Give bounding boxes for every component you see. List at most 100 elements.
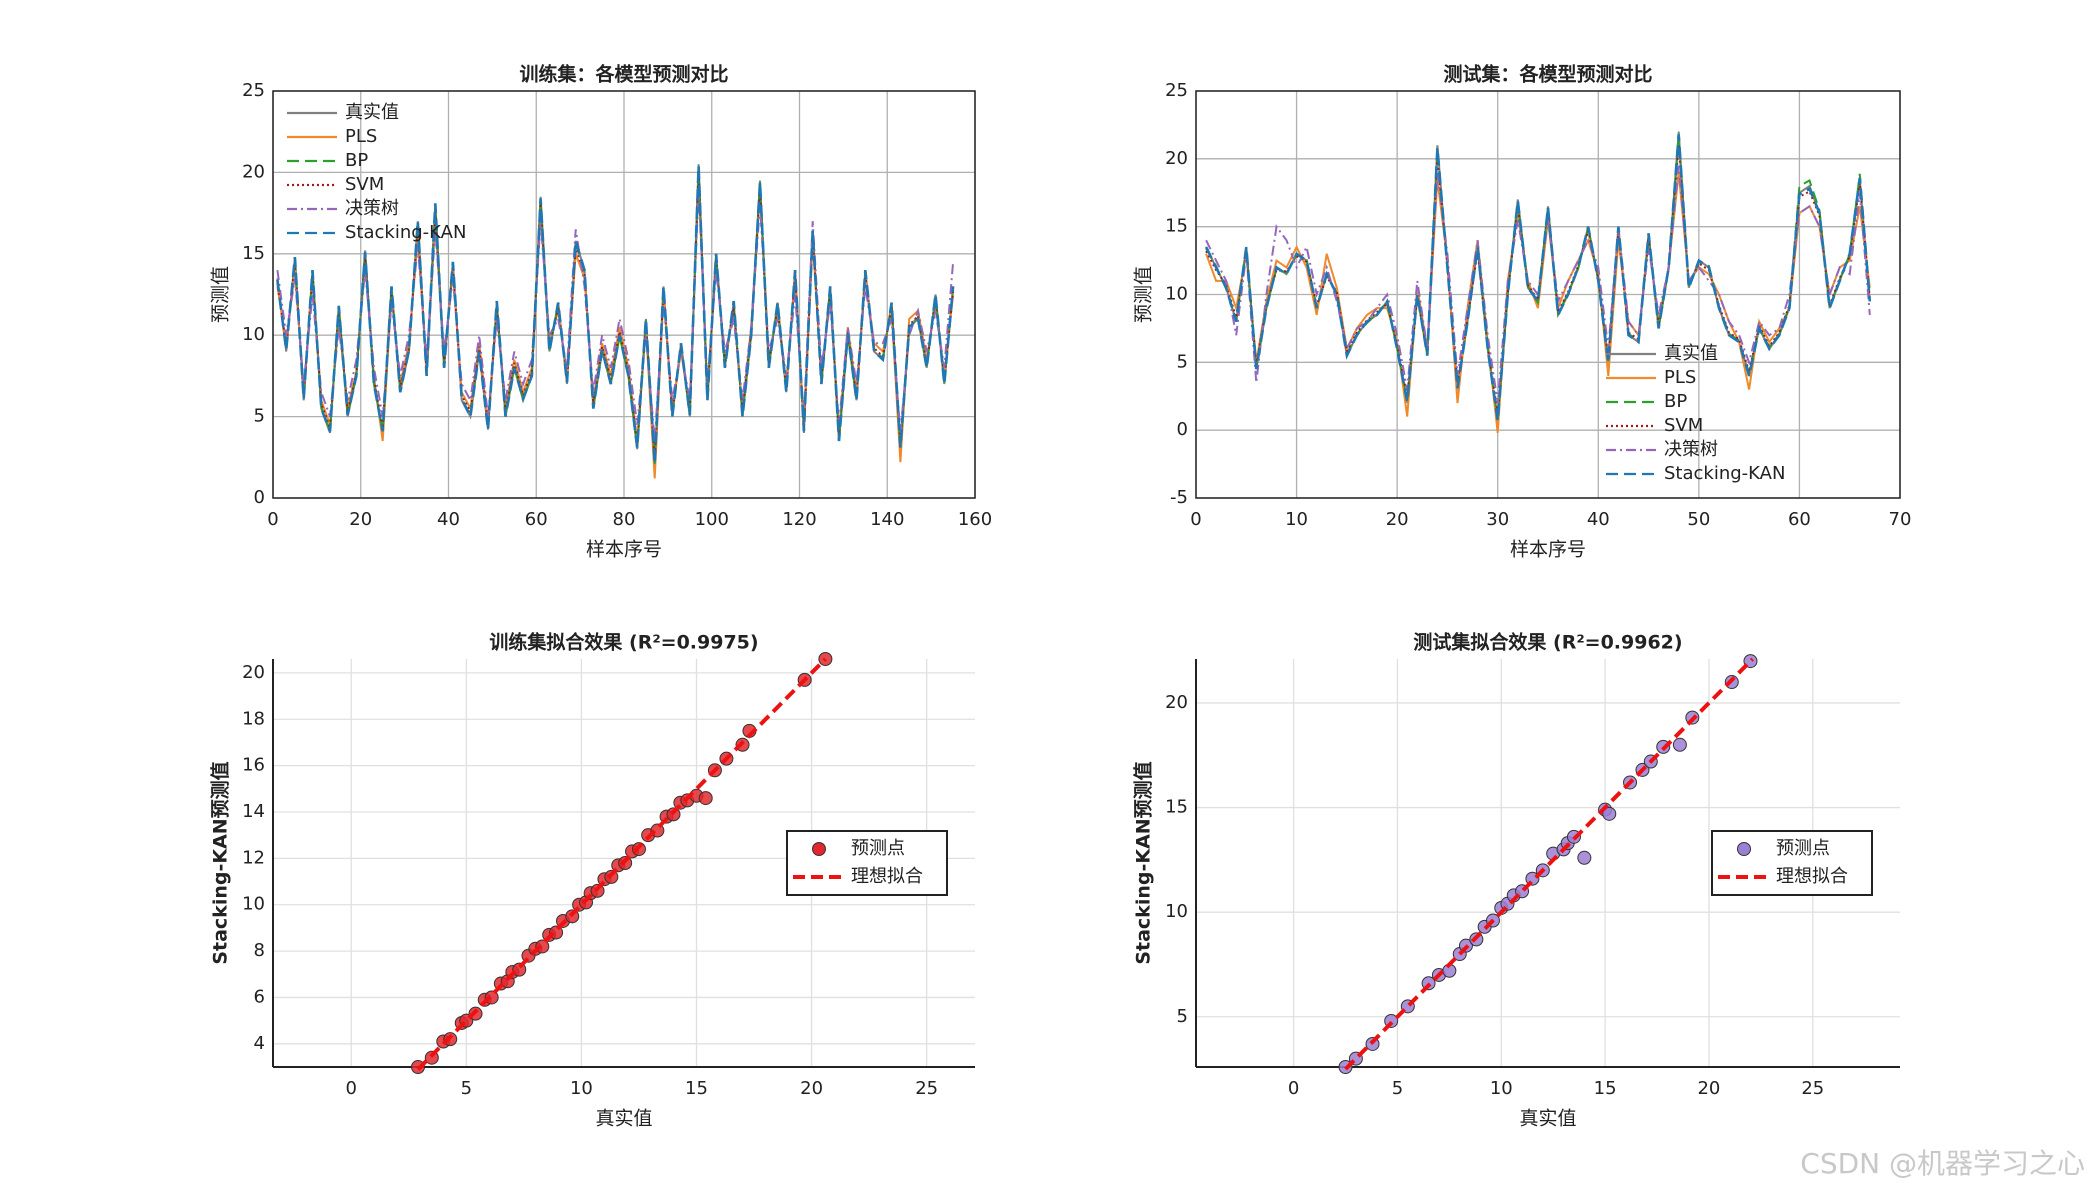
legend-marker	[812, 842, 826, 856]
y-tick-label: 10	[242, 894, 265, 915]
y-tick-label: 25	[242, 80, 265, 101]
y-tick-label: 5	[254, 406, 265, 427]
legend-label: 预测点	[851, 838, 905, 859]
y-tick-label: 15	[1165, 797, 1188, 818]
y-tick-label: 10	[1165, 901, 1188, 922]
x-tick-label: 160	[958, 509, 992, 530]
x-tick-label: 40	[1587, 509, 1610, 530]
y-tick-label: 20	[1165, 148, 1188, 169]
y-tick-label: 20	[242, 662, 265, 683]
y-axis-label: Stacking-KAN预测值	[209, 761, 232, 964]
x-tick-label: 0	[267, 509, 278, 530]
y-tick-label: 25	[1165, 80, 1188, 101]
y-tick-label: 0	[1177, 419, 1188, 440]
x-tick-label: 15	[1594, 1078, 1617, 1099]
axes-frame	[272, 90, 976, 499]
scatter-point	[1672, 737, 1687, 752]
legend-label: Stacking-KAN	[345, 222, 466, 243]
legend-label: 理想拟合	[1776, 866, 1848, 887]
x-tick-label: 100	[695, 509, 729, 530]
x-tick-label: 25	[915, 1078, 938, 1099]
y-tick-label: 12	[242, 847, 265, 868]
y-tick-label: 15	[242, 243, 265, 264]
chart-title: 测试集：各模型预测对比	[1443, 63, 1652, 86]
legend-label: 真实值	[345, 102, 399, 123]
chart-title: 训练集：各模型预测对比	[519, 63, 728, 86]
x-tick-label: 140	[870, 509, 904, 530]
y-tick-label: 14	[242, 801, 265, 822]
x-tick-label: 60	[1788, 509, 1811, 530]
x-axis-label: 样本序号	[1510, 539, 1586, 561]
series-line	[1344, 657, 1755, 1071]
series-line	[1205, 137, 1871, 420]
x-axis-label: 真实值	[1519, 1108, 1576, 1130]
legend-label: 预测点	[1776, 838, 1830, 859]
x-tick-label: 0	[1288, 1078, 1299, 1099]
x-tick-label: 10	[570, 1078, 593, 1099]
chart-title: 训练集拟合效果 (R²=0.9975)	[489, 631, 758, 654]
legend-label: SVM	[345, 174, 384, 195]
y-tick-label: 16	[242, 755, 265, 776]
y-axis-label: 预测值	[1133, 266, 1155, 323]
legend-label: 理想拟合	[851, 866, 923, 887]
y-tick-label: 15	[1165, 216, 1188, 237]
legend-label: PLS	[1664, 367, 1696, 388]
legend-label: Stacking-KAN	[1664, 463, 1785, 484]
y-tick-label: 18	[242, 708, 265, 729]
y-tick-label: -5	[1170, 487, 1188, 508]
x-tick-label: 30	[1486, 509, 1509, 530]
y-tick-label: 10	[1165, 284, 1188, 305]
x-axis-label: 真实值	[595, 1108, 652, 1130]
x-tick-label: 120	[782, 509, 816, 530]
x-tick-label: 10	[1285, 509, 1308, 530]
y-tick-label: 0	[254, 487, 265, 508]
x-tick-label: 0	[346, 1078, 357, 1099]
chart-title: 测试集拟合效果 (R²=0.9962)	[1413, 631, 1682, 654]
x-tick-label: 60	[525, 509, 548, 530]
x-tick-label: 5	[1392, 1078, 1403, 1099]
legend-box	[786, 830, 948, 896]
legend-label: PLS	[345, 126, 377, 147]
x-tick-label: 80	[613, 509, 636, 530]
scatter-point	[698, 791, 713, 806]
legend-label: 决策树	[345, 198, 399, 219]
x-tick-label: 20	[800, 1078, 823, 1099]
y-axis-label: Stacking-KAN预测值	[1132, 761, 1155, 964]
legend-marker	[1737, 842, 1751, 856]
x-tick-label: 20	[349, 509, 372, 530]
legend-label: 决策树	[1664, 439, 1718, 460]
scatter-point	[1577, 850, 1592, 865]
legend: 真实值 PLS BP SVM 决策树 Stacking-KAN	[287, 102, 466, 243]
series-line	[1205, 165, 1871, 404]
legend-box	[1711, 830, 1873, 896]
legend-label: BP	[345, 150, 368, 171]
y-tick-label: 20	[242, 161, 265, 182]
scatter-point	[1743, 654, 1758, 669]
series-line	[1204, 134, 1872, 421]
y-tick-label: 5	[1177, 1006, 1188, 1027]
y-tick-label: 20	[1165, 692, 1188, 713]
series-line	[1205, 172, 1871, 434]
y-axis-label: 预测值	[210, 266, 232, 323]
x-axis-label: 样本序号	[586, 539, 662, 561]
x-tick-label: 20	[1697, 1078, 1720, 1099]
legend-label: 真实值	[1664, 343, 1718, 364]
x-tick-label: 20	[1386, 509, 1409, 530]
legend-label: SVM	[1664, 415, 1703, 436]
y-tick-label: 5	[1177, 351, 1188, 372]
series-line	[416, 657, 827, 1071]
legend: 真实值 PLS BP SVM 决策树 Stacking-KAN	[1606, 343, 1785, 484]
watermark: CSDN @机器学习之心	[1800, 1147, 2085, 1180]
series-line	[1205, 145, 1871, 415]
scatter-point	[1602, 806, 1617, 821]
x-tick-label: 0	[1190, 509, 1201, 530]
x-tick-label: 10	[1490, 1078, 1513, 1099]
x-tick-label: 5	[461, 1078, 472, 1099]
y-tick-label: 10	[242, 324, 265, 345]
axes-frame	[1195, 90, 1901, 499]
y-tick-label: 6	[254, 986, 265, 1007]
